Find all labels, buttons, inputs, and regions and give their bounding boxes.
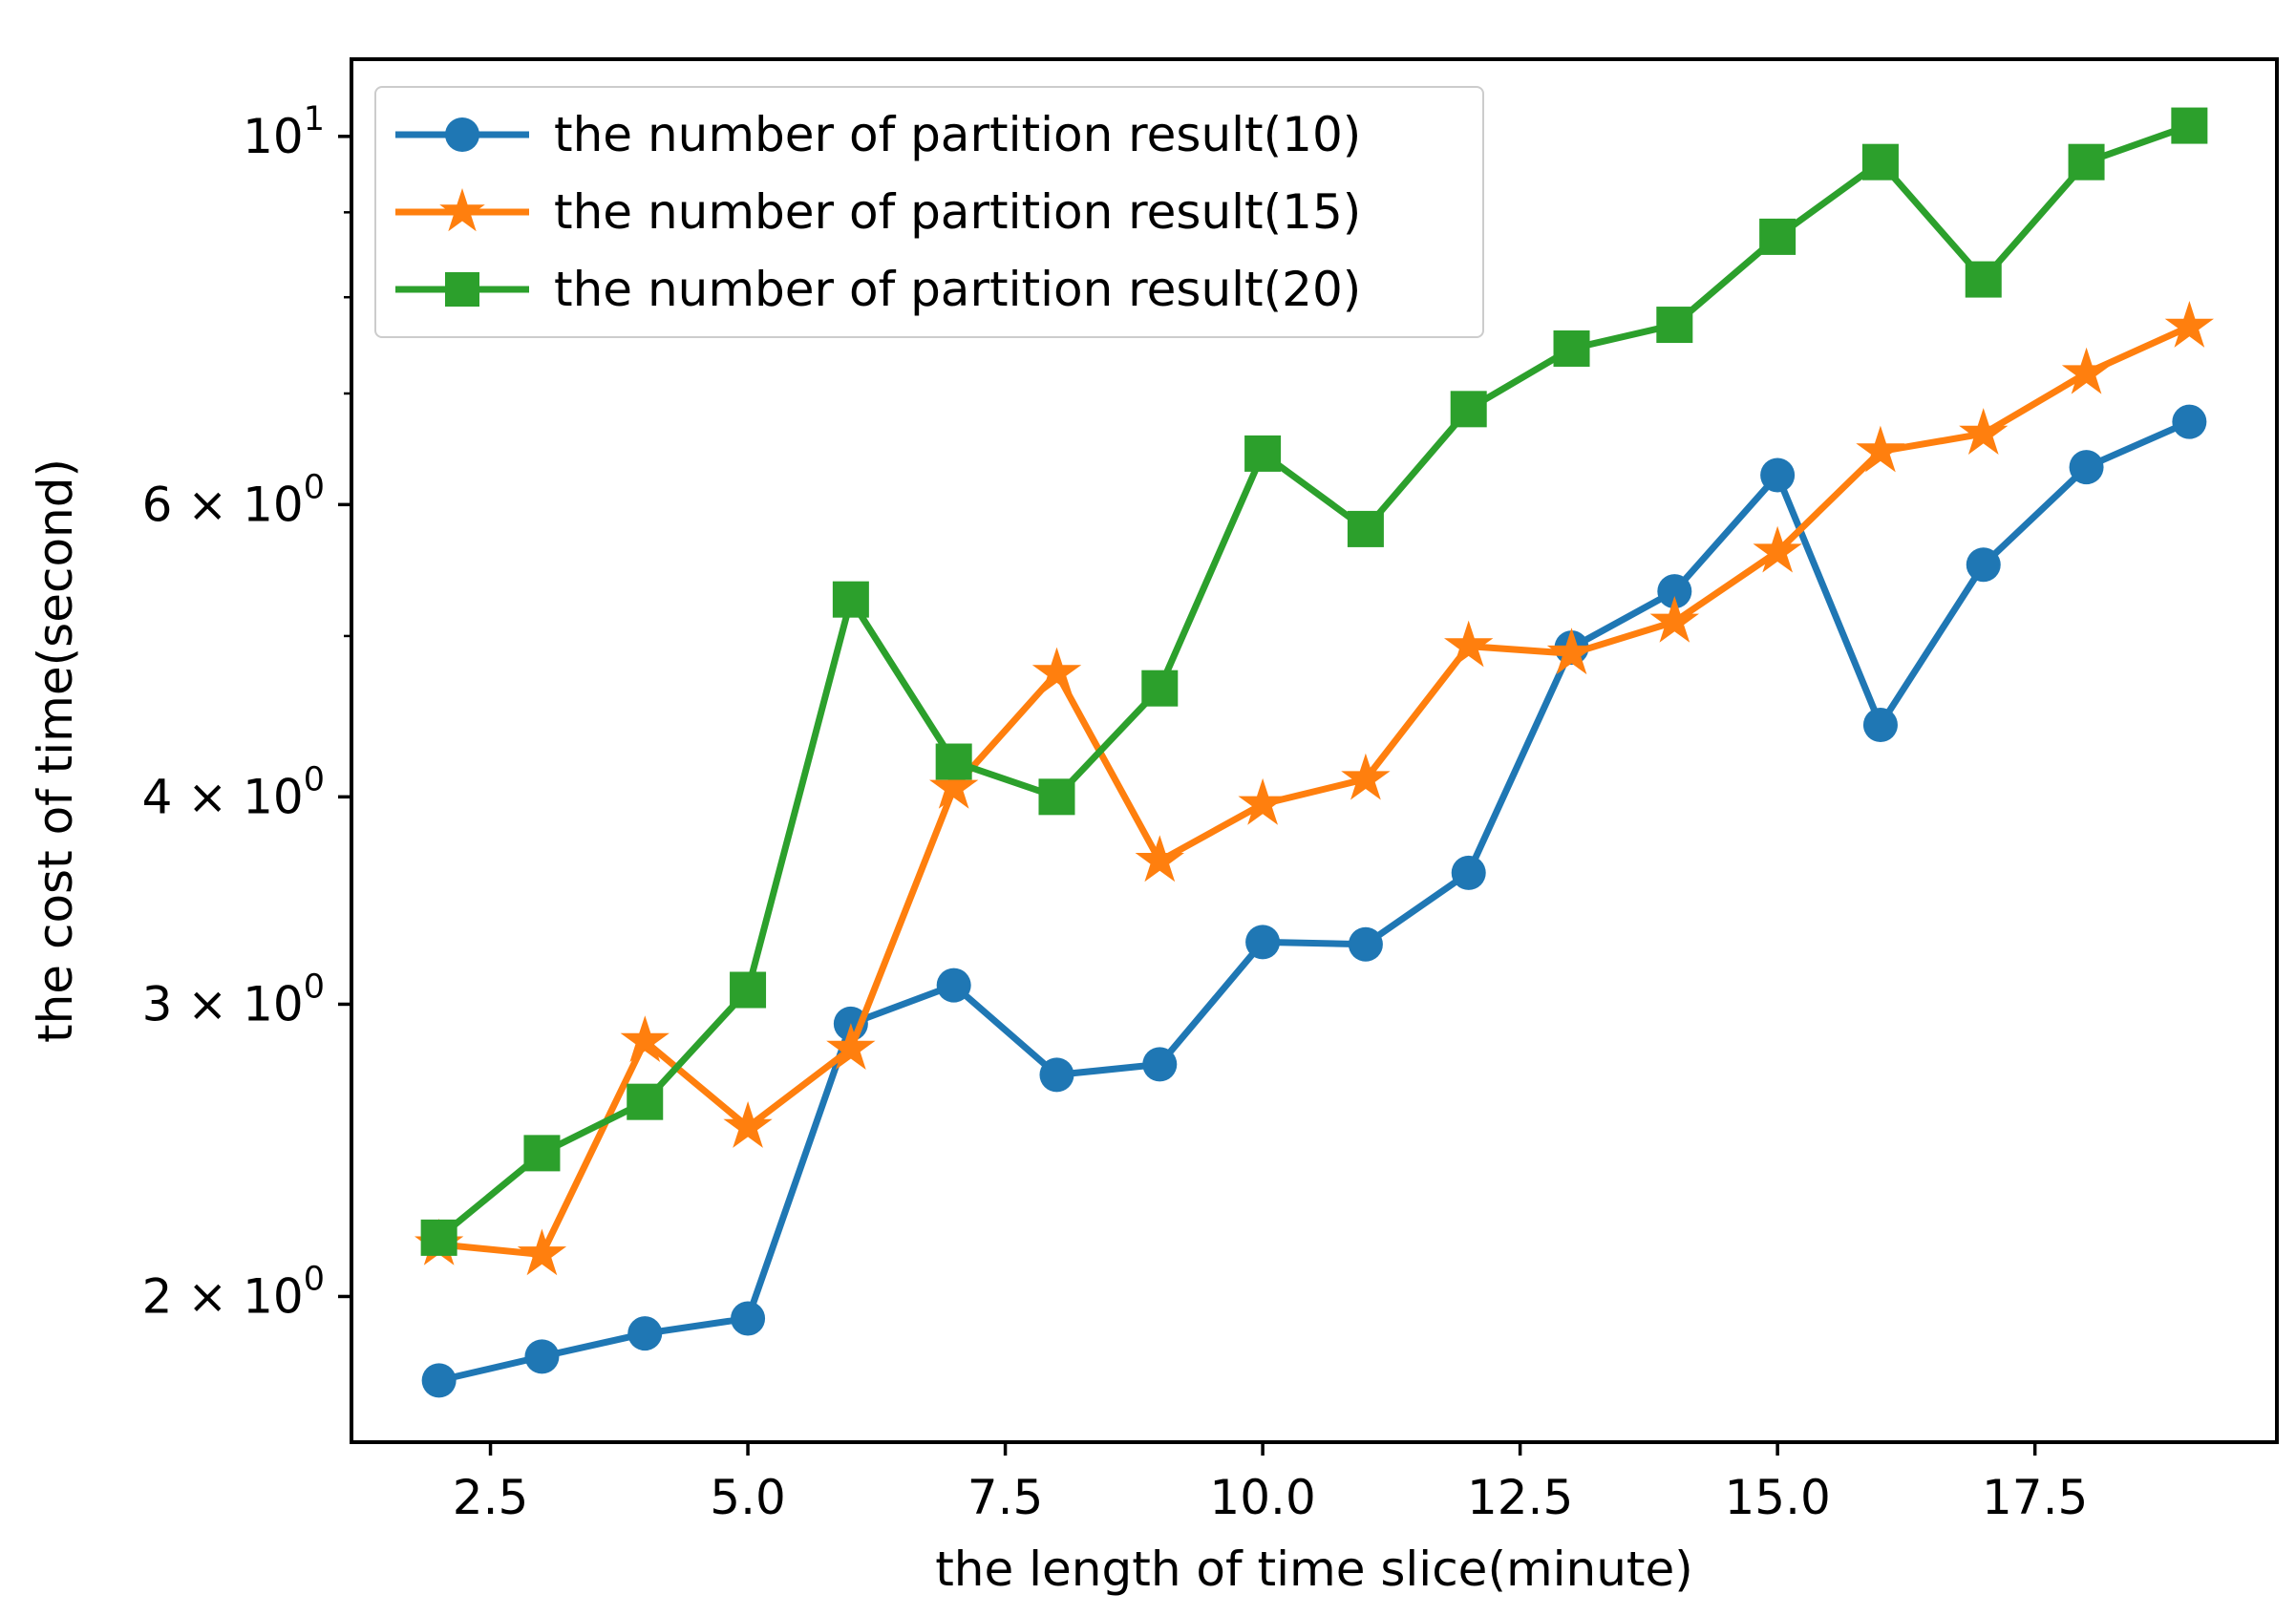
data-point-square [1861,143,1899,181]
x-tick-label: 12.5 [1467,1470,1573,1525]
data-point-square [2171,107,2208,144]
data-point-star [620,1015,670,1062]
data-point-star [1546,627,1597,675]
x-tick-label: 5.0 [710,1470,786,1525]
data-point-star [517,1228,567,1276]
data-point-circle [1657,574,1692,609]
data-point-square [1450,391,1487,428]
data-point-star [2164,301,2214,348]
data-point-star [1649,596,1699,643]
data-point-circle [524,1339,560,1374]
data-point-square [1759,218,1796,255]
data-point-star [929,762,979,809]
data-point-circle [1245,925,1281,960]
y-tick-label: 4 × 100 [142,760,325,824]
series-line-2 [436,122,2193,1242]
data-point-star [1031,647,1082,694]
data-point-square [420,1219,457,1256]
plot-border [350,57,2279,1444]
data-point-square [1244,435,1282,472]
data-point-circle [1862,707,1898,742]
data-point-circle [1142,1047,1178,1082]
data-point-square [1038,778,1075,816]
data-point-star [1753,525,1802,573]
x-tick-label: 17.5 [1982,1470,2088,1525]
data-point-circle [731,1301,766,1336]
series-line-0 [436,418,2193,1384]
data-point-circle [2069,450,2104,485]
data-point-star [2061,347,2112,394]
data-point-square [1965,261,2002,298]
legend-item: the number of partition result(15) [376,175,1482,249]
data-point-square [832,581,869,618]
data-point-star [826,1023,876,1070]
legend-item-label: the number of partition result(15) [554,183,1362,240]
y-tick-label: 2 × 100 [142,1260,325,1324]
data-point-square [523,1135,561,1172]
legend-item: the number of partition result(20) [376,252,1482,327]
data-point-circle [1966,547,2001,583]
legend-item-label: the number of partition result(10) [554,106,1362,162]
legend-star-series-icon [395,187,529,232]
data-point-circle [1348,926,1383,962]
data-point-circle [936,967,971,1003]
legend-square-series-icon [395,272,529,308]
data-point-star [1135,835,1184,882]
data-point-star [723,1101,773,1148]
y-tick-label: 3 × 100 [142,967,325,1031]
data-point-square [1656,307,1693,344]
data-point-circle [627,1316,663,1351]
data-point-square [1553,330,1590,367]
legend-item: the number of partition result(10) [376,97,1482,172]
x-tick-label: 15.0 [1724,1470,1830,1525]
x-tick-label: 10.0 [1209,1470,1315,1525]
data-point-square [2068,143,2105,181]
data-point-star [1856,425,1905,473]
data-point-star [1444,620,1494,668]
x-tick-label: 2.5 [453,1470,529,1525]
data-point-square [627,1083,664,1120]
x-axis-title: the length of time slice(minute) [935,1542,1693,1597]
data-point-star [1238,777,1287,825]
data-point-circle [421,1363,457,1398]
data-point-square [1347,510,1384,547]
data-point-circle [1451,855,1486,890]
y-tick-label: 6 × 100 [142,468,325,532]
data-point-circle [2172,404,2207,439]
data-point-star [1959,408,2009,455]
legend-item-label: the number of partition result(20) [554,262,1362,318]
legend: the number of partition result(10) the n… [374,86,1484,338]
data-point-star [1341,753,1391,800]
data-point-circle [1039,1057,1074,1093]
y-axis-title: the cost of time(second) [28,458,83,1043]
data-point-square [935,743,972,780]
x-tick-label: 7.5 [967,1470,1044,1525]
data-point-square [1141,670,1179,707]
y-tick-label: 101 [243,100,325,164]
series-line-1 [436,323,2193,1258]
data-point-circle [1760,457,1796,493]
legend-circle-series-icon [395,117,529,152]
data-point-square [730,971,767,1009]
